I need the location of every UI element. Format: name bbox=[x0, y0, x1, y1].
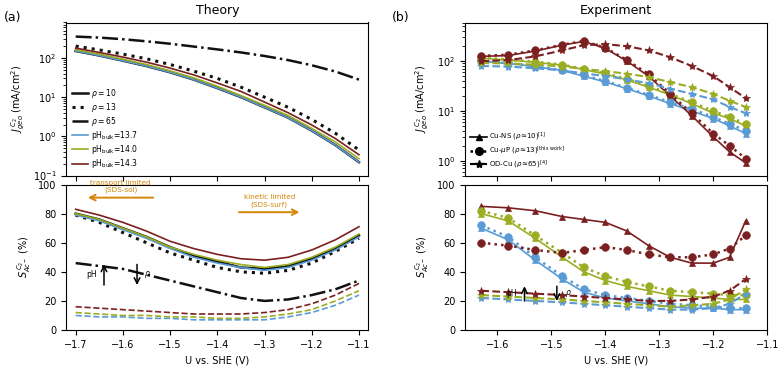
Y-axis label: $J^{\,C_2}_{geo}$ (mA/cm$^2$): $J^{\,C_2}_{geo}$ (mA/cm$^2$) bbox=[414, 65, 432, 133]
Text: $\rho$: $\rho$ bbox=[144, 269, 151, 280]
Y-axis label: $J^{\,C_2}_{geo}$ (mA/cm$^2$): $J^{\,C_2}_{geo}$ (mA/cm$^2$) bbox=[9, 65, 27, 133]
Text: kinetic limited
(SDS-surf): kinetic limited (SDS-surf) bbox=[244, 194, 295, 208]
Title: Theory: Theory bbox=[196, 4, 239, 17]
Text: pH: pH bbox=[506, 289, 516, 298]
X-axis label: U vs. SHE (V): U vs. SHE (V) bbox=[584, 355, 648, 365]
Text: pH: pH bbox=[86, 270, 97, 279]
Text: (a): (a) bbox=[4, 11, 21, 24]
Y-axis label: $S^{\,C_2}_{Ac^-}$ (%): $S^{\,C_2}_{Ac^-}$ (%) bbox=[15, 236, 33, 279]
Text: (b): (b) bbox=[392, 11, 410, 24]
X-axis label: U vs. SHE (V): U vs. SHE (V) bbox=[185, 355, 249, 365]
Y-axis label: $S^{\,C_2}_{Ac^-}$ (%): $S^{\,C_2}_{Ac^-}$ (%) bbox=[414, 236, 432, 279]
Legend: $\rho=10$, $\rho=13$, $\rho=65$, pH$_\mathrm{bulk}$=13.7, pH$_\mathrm{bulk}$=14.: $\rho=10$, $\rho=13$, $\rho=65$, pH$_\ma… bbox=[70, 85, 140, 172]
Legend: Cu-NS ($\rho\!\approx\!10)^{[1]}$, Cu-$\mu$P ($\rho\!\approx\!13)^{\mathrm{[this: Cu-NS ($\rho\!\approx\!10)^{[1]}$, Cu-$\… bbox=[469, 130, 566, 172]
Title: Experiment: Experiment bbox=[580, 4, 652, 17]
Text: transport limited
(SDS-sol): transport limited (SDS-sol) bbox=[90, 180, 151, 193]
Text: $\rho$: $\rho$ bbox=[565, 288, 572, 299]
